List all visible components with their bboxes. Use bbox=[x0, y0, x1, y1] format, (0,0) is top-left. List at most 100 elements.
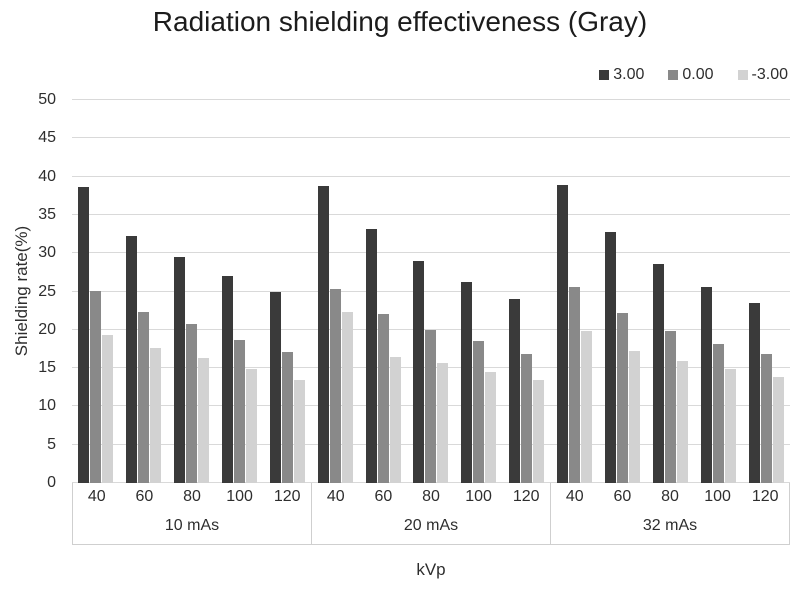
kvp-tick-label-100: 100 bbox=[465, 488, 492, 505]
bar-3.00-10-mAs-40 bbox=[78, 187, 90, 483]
kvp-tick-label-120: 120 bbox=[751, 488, 779, 505]
bar--3.00-20-mAs-80 bbox=[437, 362, 449, 483]
gridline-25 bbox=[72, 290, 790, 292]
mas-section-label: 32 mAs bbox=[642, 517, 698, 534]
bar-0.00-20-mAs-120 bbox=[521, 354, 533, 483]
kvp-tick-label-40: 40 bbox=[326, 488, 345, 505]
bar-section-10-mAs bbox=[72, 100, 311, 483]
bar-0.00-10-mAs-40 bbox=[90, 290, 102, 483]
bar-section-20-mAs bbox=[311, 100, 550, 483]
kvp-label-row: 40 60 80 100 120 bbox=[312, 483, 550, 511]
bar--3.00-32-mAs-120 bbox=[772, 377, 784, 483]
gridline-20 bbox=[72, 328, 790, 330]
bar--3.00-10-mAs-100 bbox=[246, 368, 257, 483]
bar-0.00-20-mAs-80 bbox=[425, 329, 437, 483]
y-tick-label-15: 15 bbox=[38, 359, 56, 377]
kvp-tick-label-40: 40 bbox=[565, 488, 584, 505]
y-tick-label-5: 5 bbox=[47, 435, 56, 453]
kvp-tick-label-100: 100 bbox=[704, 488, 731, 505]
kvp-tick-label-120: 120 bbox=[273, 488, 301, 505]
bar--3.00-20-mAs-40 bbox=[341, 312, 353, 483]
bar--3.00-20-mAs-120 bbox=[533, 380, 545, 483]
y-tick-label-0: 0 bbox=[47, 474, 56, 491]
kvp-tick-label-60: 60 bbox=[374, 488, 393, 505]
y-tick-label-20: 20 bbox=[38, 320, 56, 338]
kvp-tick-label-120: 120 bbox=[512, 488, 540, 505]
gridline-35 bbox=[72, 213, 790, 215]
kvp-tick-label-60: 60 bbox=[613, 488, 632, 505]
x-section-10-mAs: 40 60 80 100 120 10 mAs bbox=[73, 483, 312, 544]
bar-3.00-20-mAs-120 bbox=[509, 299, 521, 483]
bar-3.00-32-mAs-40 bbox=[557, 185, 569, 483]
legend-swatch-icon bbox=[599, 70, 610, 80]
bar--3.00-10-mAs-80 bbox=[198, 358, 210, 483]
mas-section-label: 20 mAs bbox=[403, 517, 459, 534]
bar-group-10-mAs-120 bbox=[263, 100, 311, 483]
chart-title: Radiation shielding effectiveness (Gray) bbox=[152, 6, 648, 37]
legend-label: -3.00 bbox=[751, 66, 788, 83]
bar-group-10-mAs-100 bbox=[216, 100, 264, 483]
mas-section-label: 10 mAs bbox=[164, 517, 220, 534]
y-tick-label-35: 35 bbox=[38, 205, 56, 223]
x-section-32-mAs: 40 60 80 100 120 32 mAs bbox=[551, 483, 789, 544]
bar--3.00-32-mAs-60 bbox=[628, 351, 640, 483]
bar-group-20-mAs-80 bbox=[407, 100, 455, 483]
bars-layer bbox=[72, 100, 790, 483]
y-axis-ticks: 0 5 10 15 20 25 30 35 40 45 50 bbox=[0, 0, 60, 589]
bar-0.00-20-mAs-60 bbox=[377, 314, 389, 483]
bar--3.00-32-mAs-80 bbox=[676, 361, 688, 483]
plot-area bbox=[72, 99, 790, 483]
legend: 3.00 0.00 -3.00 bbox=[599, 66, 788, 84]
bar-3.00-20-mAs-40 bbox=[317, 185, 329, 483]
y-tick-label-10: 10 bbox=[38, 397, 56, 415]
kvp-tick-label-40: 40 bbox=[87, 488, 106, 505]
x-axis-label-box: 40 60 80 100 120 10 mAs 40 60 80 100 120 20 mAs 40 60… bbox=[72, 483, 790, 545]
bar-0.00-32-mAs-100 bbox=[712, 343, 724, 483]
gridline-40 bbox=[72, 175, 790, 177]
bar-0.00-32-mAs-60 bbox=[616, 312, 628, 483]
bar--3.00-32-mAs-40 bbox=[581, 331, 593, 483]
legend-swatch-icon bbox=[668, 70, 679, 80]
bar-3.00-20-mAs-60 bbox=[365, 229, 377, 483]
gridline-30 bbox=[72, 252, 790, 254]
bar-3.00-32-mAs-100 bbox=[700, 286, 712, 483]
bar-0.00-10-mAs-80 bbox=[186, 324, 198, 483]
bar-3.00-32-mAs-120 bbox=[748, 303, 760, 483]
bar-group-32-mAs-60 bbox=[599, 100, 647, 483]
x-axis-title: kVp bbox=[416, 560, 446, 579]
bar-group-32-mAs-120 bbox=[742, 100, 790, 483]
legend-label: 3.00 bbox=[613, 66, 645, 83]
kvp-label-row: 40 60 80 100 120 bbox=[551, 483, 789, 511]
kvp-tick-label-80: 80 bbox=[422, 488, 440, 505]
bar-0.00-32-mAs-80 bbox=[664, 330, 676, 483]
bar-0.00-10-mAs-100 bbox=[234, 339, 245, 483]
bar-section-32-mAs bbox=[551, 100, 790, 483]
bar-3.00-10-mAs-80 bbox=[174, 257, 186, 483]
bar-0.00-10-mAs-60 bbox=[138, 312, 150, 483]
kvp-tick-label-60: 60 bbox=[135, 488, 154, 505]
bar-group-20-mAs-120 bbox=[503, 100, 551, 483]
y-tick-label-45: 45 bbox=[38, 129, 56, 147]
bar-0.00-20-mAs-40 bbox=[329, 289, 341, 483]
gridline-45 bbox=[72, 137, 790, 139]
y-tick-label-30: 30 bbox=[38, 244, 56, 262]
kvp-tick-label-80: 80 bbox=[183, 488, 201, 505]
gridline-50 bbox=[72, 99, 790, 100]
bar-0.00-32-mAs-40 bbox=[569, 286, 581, 483]
y-tick-label-25: 25 bbox=[38, 282, 56, 300]
bar-group-20-mAs-60 bbox=[359, 100, 407, 483]
bar--3.00-10-mAs-120 bbox=[293, 379, 305, 483]
legend-item-0.00: 0.00 bbox=[668, 66, 714, 84]
bar-3.00-20-mAs-100 bbox=[461, 281, 473, 483]
bar-0.00-10-mAs-120 bbox=[281, 352, 293, 483]
legend-item-3.00: 3.00 bbox=[599, 66, 644, 84]
bar-group-10-mAs-80 bbox=[168, 100, 216, 483]
bar-3.00-32-mAs-60 bbox=[604, 231, 616, 483]
bar-group-10-mAs-60 bbox=[120, 100, 168, 483]
kvp-tick-label-100: 100 bbox=[226, 488, 253, 505]
y-tick-label-50: 50 bbox=[38, 91, 56, 108]
bar--3.00-10-mAs-60 bbox=[150, 348, 162, 483]
bar-group-20-mAs-100 bbox=[455, 100, 503, 483]
legend-swatch-icon bbox=[737, 70, 748, 80]
